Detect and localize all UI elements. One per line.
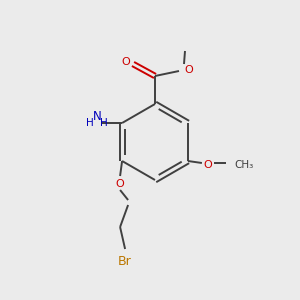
Text: O: O xyxy=(203,160,212,170)
Text: O: O xyxy=(122,57,130,67)
Text: CH₃: CH₃ xyxy=(234,160,253,170)
Text: H: H xyxy=(86,118,94,128)
Text: O: O xyxy=(116,179,124,189)
Text: N: N xyxy=(93,110,101,123)
Text: H: H xyxy=(100,118,108,128)
Text: O: O xyxy=(184,65,193,75)
Text: Br: Br xyxy=(118,255,132,268)
